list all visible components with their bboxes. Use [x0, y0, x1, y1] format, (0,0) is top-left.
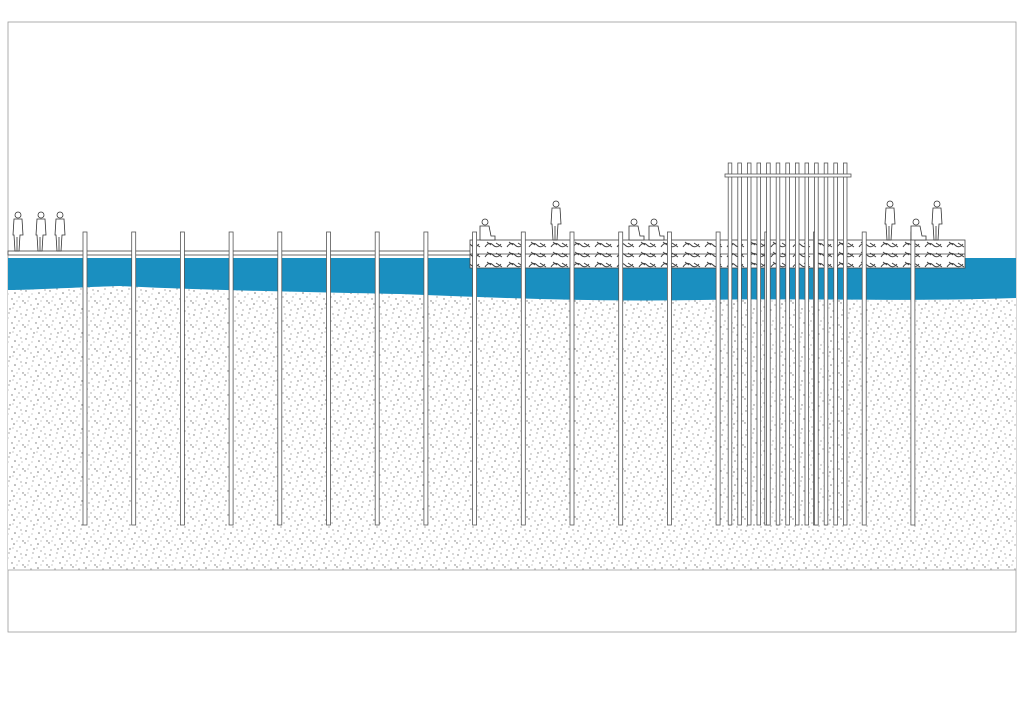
pile	[910, 231, 916, 526]
person-body	[12, 218, 24, 252]
person-head	[650, 218, 658, 226]
water	[8, 258, 1016, 301]
pile	[861, 231, 867, 526]
person-body	[479, 225, 496, 241]
person-body	[550, 207, 562, 241]
tower-pole	[737, 162, 742, 526]
person-head	[56, 211, 64, 219]
person-body	[910, 225, 927, 241]
tower-pole	[814, 162, 819, 526]
person-body	[884, 207, 896, 241]
pile	[131, 231, 137, 526]
person-body	[35, 218, 47, 252]
people	[12, 200, 943, 252]
person-body	[54, 218, 66, 252]
tower-beam	[724, 173, 852, 178]
person-head	[552, 200, 560, 208]
person-body	[931, 207, 943, 241]
tower-pole	[804, 162, 809, 526]
tower-pole	[843, 162, 848, 526]
pile	[569, 231, 575, 526]
pile	[277, 231, 283, 526]
person-head	[912, 218, 920, 226]
person-head	[481, 218, 489, 226]
person-head	[14, 211, 22, 219]
tower	[724, 162, 852, 526]
person-head	[630, 218, 638, 226]
seabed	[8, 258, 1016, 570]
pile	[228, 231, 234, 526]
person-head	[933, 200, 941, 208]
tower-pole	[775, 162, 781, 526]
tower-pole	[795, 162, 800, 526]
pile	[715, 231, 721, 526]
tower-pole	[756, 162, 761, 526]
tower-pole	[727, 162, 733, 526]
pile	[374, 231, 380, 526]
person-head	[37, 211, 45, 219]
tower-pole	[747, 162, 752, 526]
boardwalk	[7, 250, 479, 256]
person-body	[648, 225, 665, 241]
tower-pole	[833, 162, 838, 526]
pile	[423, 231, 429, 526]
tower-pole	[823, 162, 829, 526]
pile	[472, 231, 478, 526]
tower-pole	[766, 162, 771, 526]
pile	[667, 231, 672, 526]
pile	[618, 231, 624, 526]
person-head	[886, 200, 894, 208]
pile	[179, 231, 185, 526]
pile	[82, 231, 88, 526]
pile	[520, 231, 526, 526]
pile	[326, 231, 331, 526]
person-body	[628, 225, 645, 241]
tower-pole	[785, 162, 790, 526]
